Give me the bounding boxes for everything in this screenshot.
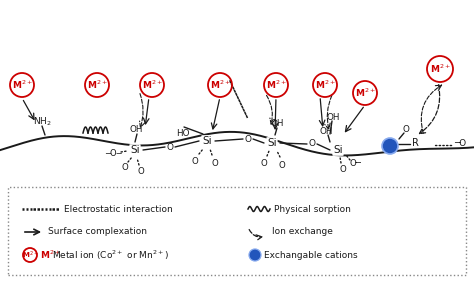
Text: Si: Si [202,136,212,146]
Text: NH$_2$: NH$_2$ [33,116,51,128]
Text: M$^{2+}$: M$^{2+}$ [429,63,450,75]
Text: O: O [340,166,346,175]
Text: O: O [279,160,285,169]
Text: O: O [309,139,316,148]
Circle shape [249,249,261,261]
Text: O: O [166,142,173,151]
Text: OH: OH [326,112,340,121]
Text: HO: HO [176,130,190,139]
Text: O: O [245,135,252,144]
Text: ─O─: ─O─ [105,148,121,157]
Text: M$^{2+}$: M$^{2+}$ [210,79,230,91]
Text: O: O [122,164,128,173]
Text: M$^{2+}$: M$^{2+}$ [22,249,38,261]
Text: M$^{2+}$: M$^{2+}$ [355,87,375,99]
Text: R: R [411,138,419,148]
Text: OH: OH [319,126,333,135]
Text: Si: Si [333,145,343,155]
Text: O: O [402,126,410,135]
Text: ─O: ─O [454,139,466,148]
Text: M$^{2+}$: M$^{2+}$ [142,79,163,91]
Text: Si: Si [267,138,277,148]
Text: M$^{2+}$: M$^{2+}$ [87,79,108,91]
Text: Si: Si [130,145,140,155]
Circle shape [382,138,398,154]
Text: O─: O─ [350,160,362,169]
Text: M$^{2+}$: M$^{2+}$ [11,79,32,91]
Text: M$^{2+}$: M$^{2+}$ [315,79,336,91]
Text: OH: OH [129,126,143,135]
Text: O: O [211,158,219,167]
Text: O: O [137,167,145,176]
Text: O: O [261,158,267,167]
Text: O: O [191,157,199,166]
Text: M$^{2+}$: M$^{2+}$ [265,79,286,91]
FancyBboxPatch shape [8,187,466,275]
Text: Physical sorption: Physical sorption [274,205,351,214]
Text: Ion exchange: Ion exchange [272,228,333,237]
Text: M$^{2+}$: M$^{2+}$ [40,249,61,261]
Text: Electrostatic interaction: Electrostatic interaction [64,205,173,214]
Text: Metal ion (Co$^{2+}$ or Mn$^{2+}$): Metal ion (Co$^{2+}$ or Mn$^{2+}$) [52,248,169,262]
Text: OH: OH [270,119,284,128]
Text: Exchangable cations: Exchangable cations [264,250,357,259]
Text: Surface complexation: Surface complexation [48,228,147,237]
